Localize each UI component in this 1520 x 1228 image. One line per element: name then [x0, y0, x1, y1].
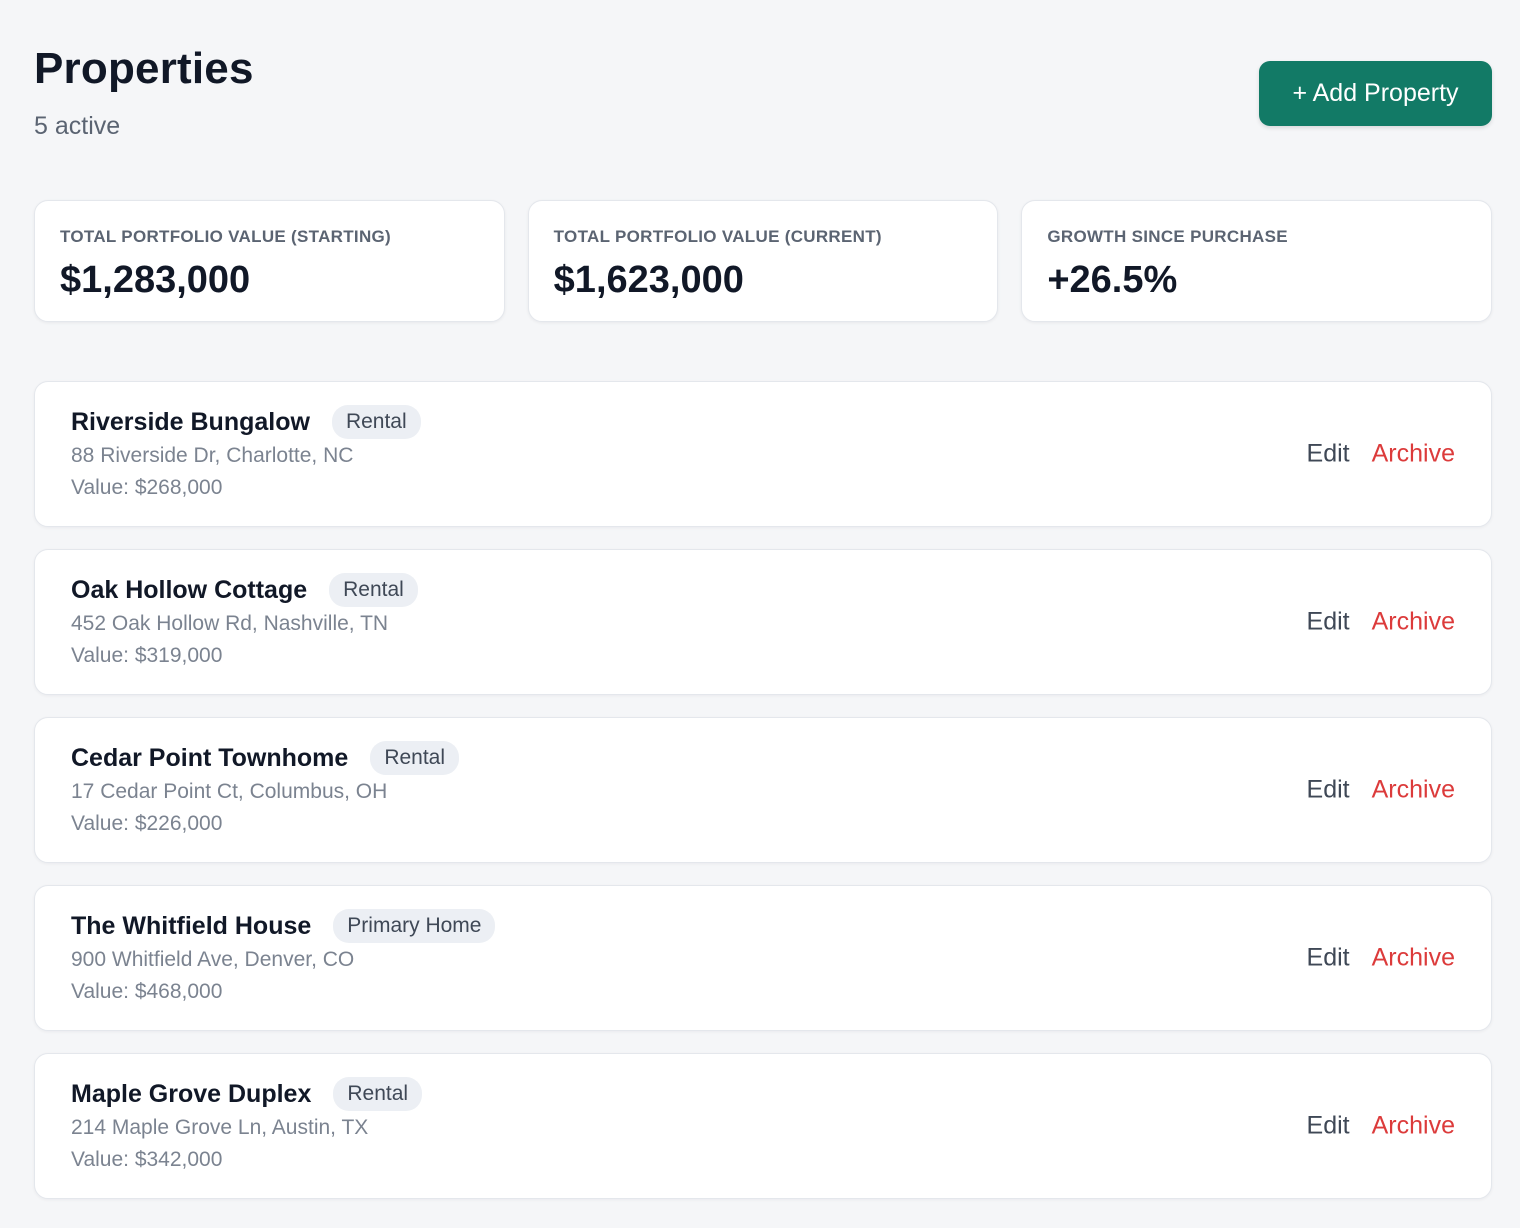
stat-label: TOTAL PORTFOLIO VALUE (CURRENT)	[553, 227, 882, 246]
property-actions: Edit Archive	[1307, 1112, 1455, 1141]
property-value: Value: $319,000	[71, 644, 223, 667]
property-actions: Edit Archive	[1307, 944, 1455, 973]
property-title-row: Cedar Point Townhome Rental	[71, 740, 1455, 776]
property-value: Value: $226,000	[71, 812, 223, 835]
property-address: 452 Oak Hollow Rd, Nashville, TN	[71, 612, 389, 635]
edit-button[interactable]: Edit	[1306, 439, 1350, 468]
property-name: Cedar Point Townhome	[71, 743, 349, 772]
property-name: The Whitfield House	[71, 911, 312, 940]
property-card: The Whitfield House Primary Home 900 Whi…	[34, 885, 1492, 1031]
property-address: 88 Riverside Dr, Charlotte, NC	[71, 444, 354, 467]
property-name: Oak Hollow Cottage	[71, 575, 308, 604]
stat-value: $1,283,000	[60, 259, 251, 301]
archive-button[interactable]: Archive	[1371, 439, 1455, 468]
property-type-badge: Rental	[329, 573, 418, 607]
property-value: Value: $268,000	[71, 476, 223, 499]
property-card: Riverside Bungalow Rental 88 Riverside D…	[34, 381, 1492, 527]
archive-button[interactable]: Archive	[1371, 775, 1455, 804]
stat-value: +26.5%	[1047, 259, 1178, 301]
property-type-badge: Rental	[370, 741, 460, 775]
portfolio-stats: TOTAL PORTFOLIO VALUE (STARTING) $1,283,…	[34, 200, 1493, 322]
stat-label: GROWTH SINCE PURCHASE	[1047, 227, 1288, 246]
active-count: 5 active	[34, 112, 121, 140]
property-address: 214 Maple Grove Ln, Austin, TX	[71, 1116, 369, 1139]
property-name: Riverside Bungalow	[71, 407, 310, 436]
property-title-row: Oak Hollow Cottage Rental	[71, 572, 1455, 608]
property-card: Cedar Point Townhome Rental 17 Cedar Poi…	[34, 717, 1492, 863]
property-title-row: The Whitfield House Primary Home	[71, 908, 1455, 944]
property-address: 17 Cedar Point Ct, Columbus, OH	[71, 780, 388, 803]
property-type-badge: Primary Home	[333, 909, 496, 943]
page-header: Properties 5 active + Add Property	[34, 0, 1492, 200]
property-title-row: Maple Grove Duplex Rental	[71, 1076, 1455, 1112]
property-actions: Edit Archive	[1307, 608, 1455, 637]
stat-label: TOTAL PORTFOLIO VALUE (STARTING)	[60, 227, 392, 246]
stat-card-starting-value: TOTAL PORTFOLIO VALUE (STARTING) $1,283,…	[34, 200, 505, 322]
property-value: Value: $342,000	[71, 1148, 223, 1171]
property-card: Maple Grove Duplex Rental 214 Maple Grov…	[34, 1053, 1492, 1199]
edit-button[interactable]: Edit	[1306, 607, 1350, 636]
page-title: Properties	[34, 44, 254, 93]
property-actions: Edit Archive	[1307, 776, 1455, 805]
stat-card-growth: GROWTH SINCE PURCHASE +26.5%	[1021, 200, 1493, 322]
property-type-badge: Rental	[333, 1077, 423, 1111]
edit-button[interactable]: Edit	[1306, 775, 1350, 804]
property-address: 900 Whitfield Ave, Denver, CO	[71, 948, 355, 971]
archive-button[interactable]: Archive	[1371, 1111, 1455, 1140]
property-actions: Edit Archive	[1307, 440, 1455, 469]
archive-button[interactable]: Archive	[1371, 943, 1455, 972]
property-list: Riverside Bungalow Rental 88 Riverside D…	[34, 381, 1492, 1199]
edit-button[interactable]: Edit	[1306, 1111, 1350, 1140]
property-value: Value: $468,000	[71, 980, 223, 1003]
add-property-button[interactable]: + Add Property	[1259, 61, 1492, 126]
property-type-badge: Rental	[331, 405, 421, 439]
stat-card-current-value: TOTAL PORTFOLIO VALUE (CURRENT) $1,623,0…	[527, 200, 999, 322]
property-name: Maple Grove Duplex	[71, 1079, 312, 1108]
property-card: Oak Hollow Cottage Rental 452 Oak Hollow…	[34, 549, 1492, 695]
property-title-row: Riverside Bungalow Rental	[71, 404, 1455, 440]
archive-button[interactable]: Archive	[1371, 607, 1455, 636]
stat-value: $1,623,000	[553, 259, 744, 301]
edit-button[interactable]: Edit	[1306, 943, 1350, 972]
